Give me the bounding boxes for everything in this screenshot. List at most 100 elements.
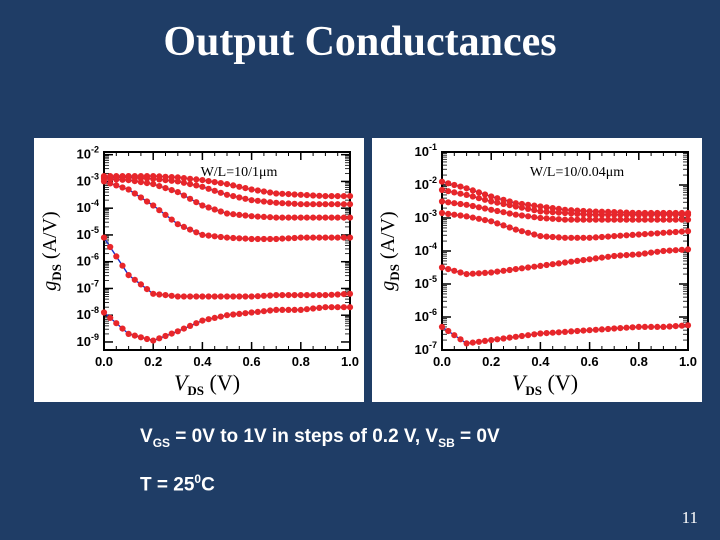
- left-chart-data-point: [168, 216, 175, 223]
- left-chart-data-point: [156, 207, 163, 214]
- left-chart-data-point: [340, 201, 347, 208]
- right-chart-data-point: [518, 332, 525, 340]
- right-chart-data-point: [512, 333, 519, 340]
- left-chart-data-point: [340, 304, 347, 311]
- right-chart-data-point: [580, 216, 587, 223]
- left-chart-data-point: [254, 308, 261, 315]
- caption-end: = 0V: [454, 426, 500, 447]
- left-chart-data-point: [150, 290, 157, 297]
- right-chart-data-point: [463, 213, 470, 220]
- left-chart-x-tick-label: 0.4: [193, 354, 212, 369]
- right-chart-data-point: [648, 216, 655, 223]
- right-chart-data-point: [500, 209, 507, 216]
- left-chart-data-point: [291, 191, 298, 198]
- left-chart-data-point: [156, 183, 163, 190]
- left-chart-y-tick-label: 10-9: [77, 332, 99, 349]
- left-chart-data-point: [168, 330, 175, 337]
- left-chart-data-point: [346, 290, 354, 297]
- right-chart-data-point: [451, 211, 458, 218]
- slide-title: Output Conductances: [163, 19, 557, 65]
- right-chart-data-point: [506, 210, 513, 217]
- left-chart-data-point: [334, 234, 341, 241]
- right-chart-data-point: [457, 336, 464, 343]
- left-chart-data-point: [254, 235, 261, 243]
- left-chart-data-point: [322, 234, 329, 241]
- left-chart-x-axis-label: VDS (V): [174, 370, 240, 398]
- right-chart-data-point: [660, 247, 667, 255]
- right-chart-data-point: [666, 247, 673, 254]
- left-chart-data-point: [291, 234, 298, 242]
- left-chart-x-tick-label: 0.8: [292, 354, 310, 369]
- right-chart-data-point: [684, 209, 692, 217]
- right-chart-data-point: [549, 261, 556, 268]
- left-chart-model-line-1: [103, 237, 351, 298]
- left-chart-data-point: [303, 201, 310, 208]
- right-chart-data-point: [598, 208, 605, 215]
- left-chart-data-point: [187, 195, 194, 202]
- right-chart-y-tick-label: 10-7: [415, 340, 437, 357]
- left-chart-data-point: [193, 199, 200, 206]
- right-chart-data-point: [469, 202, 476, 210]
- right-chart-data-point: [654, 230, 661, 237]
- right-chart-data-point: [488, 193, 495, 200]
- right-chart-data-point: [580, 234, 587, 241]
- right-chart-x-tick-label: 0.4: [531, 354, 550, 369]
- left-chart-y-tick-label: 10-3: [77, 171, 99, 188]
- left-chart-data-point: [340, 214, 347, 221]
- right-chart-data-point: [525, 213, 532, 220]
- left-chart-data-point: [193, 229, 200, 236]
- right-chart-x-tick-label: 0.8: [630, 354, 648, 369]
- right-chart-data-point: [574, 327, 581, 335]
- left-chart-data-point: [156, 173, 163, 180]
- right-chart-data-point: [598, 216, 605, 223]
- right-chart-data-point: [531, 331, 538, 338]
- right-chart-data-point: [531, 214, 538, 221]
- left-chart-data-point: [260, 213, 267, 220]
- right-chart-y-tick-label: 10-6: [415, 307, 437, 324]
- left-chart-data-point: [193, 320, 200, 327]
- right-chart-data-point: [475, 338, 482, 345]
- left-chart-data-point: [340, 234, 347, 241]
- left-chart-data-point: [230, 211, 237, 218]
- left-chart-data-point: [150, 202, 157, 209]
- right-chart-data-point: [617, 325, 624, 332]
- right-chart-data-point: [672, 216, 679, 223]
- left-chart-data-point: [340, 291, 347, 298]
- right-chart-data-point: [611, 209, 618, 216]
- right-chart-data-point: [672, 247, 679, 254]
- right-chart-data-point: [543, 261, 550, 269]
- right-chart-data-point: [561, 206, 569, 213]
- right-chart-data-point: [506, 266, 513, 274]
- right-chart-data-point: [666, 209, 673, 217]
- conductance-chart-right: 0.0 0.2 0.4 0.6 0.8 1.0 10-1 10-2 10-3 10-4 10-5 10…: [377, 142, 697, 398]
- left-chart-data-point: [187, 181, 194, 188]
- right-chart-data-point: [438, 264, 446, 271]
- right-chart-data-point: [500, 335, 507, 342]
- left-chart-data-point: [236, 211, 243, 218]
- right-chart-data-point: [605, 216, 612, 223]
- left-chart-data-point: [303, 292, 310, 299]
- temperature-value: T = 25: [140, 474, 195, 496]
- right-chart-data-point: [555, 234, 562, 241]
- right-chart-data-point: [672, 228, 679, 236]
- right-chart-data-point: [463, 340, 470, 347]
- right-chart-data-point: [592, 234, 599, 241]
- right-chart-data-point: [629, 324, 636, 331]
- left-chart-data-point: [217, 180, 224, 187]
- right-chart-data-point: [611, 325, 618, 332]
- left-chart-data-point: [199, 317, 206, 324]
- left-chart-data-point: [223, 210, 231, 217]
- left-chart-data-point: [303, 214, 310, 221]
- left-chart-data-point: [199, 183, 206, 190]
- right-chart-data-point: [494, 336, 501, 343]
- left-chart-data-point: [279, 292, 286, 299]
- right-chart-data-point: [654, 209, 661, 217]
- right-chart-data-point: [660, 229, 667, 236]
- right-chart-data-point: [561, 216, 569, 223]
- right-chart-data-point: [481, 217, 489, 224]
- right-chart-data-point: [666, 323, 673, 330]
- left-chart-data-point: [180, 223, 187, 230]
- right-chart-data-point: [500, 196, 507, 203]
- right-chart-data-point: [475, 189, 482, 196]
- right-chart-data-point: [592, 255, 599, 262]
